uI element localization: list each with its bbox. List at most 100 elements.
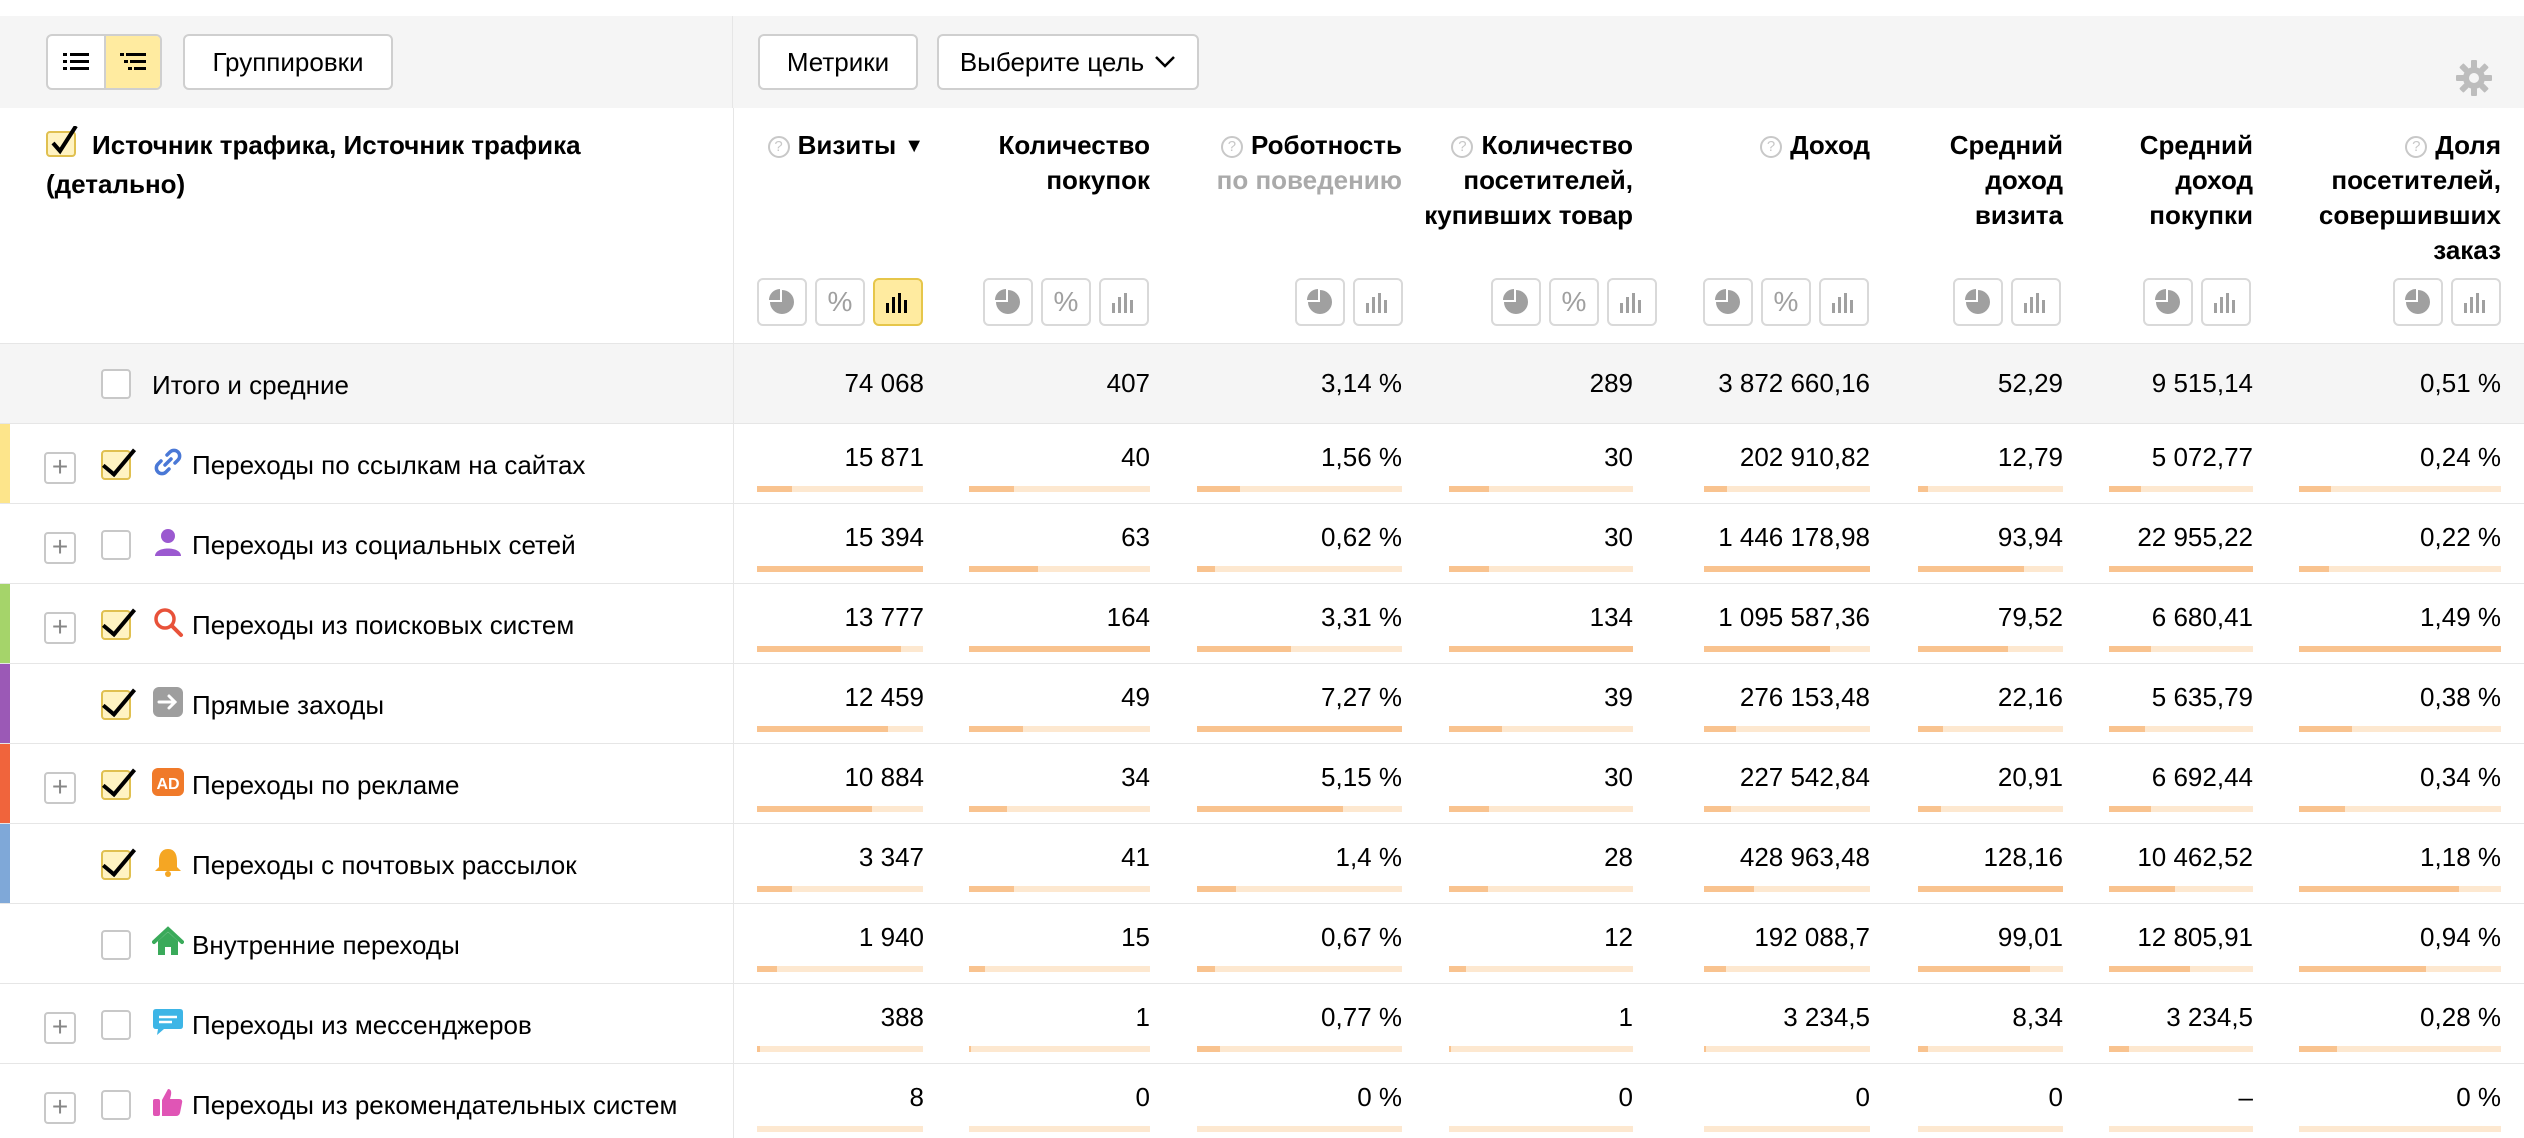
row-checkbox[interactable]: [101, 930, 131, 960]
total-value: 52,29: [1997, 368, 2063, 398]
metrics-button[interactable]: Метрики: [758, 34, 918, 90]
bar-chart-icon[interactable]: [873, 278, 923, 326]
goal-select[interactable]: Выберите цель: [937, 34, 1199, 90]
table-row[interactable]: + Переходы из социальных сетей 15 394 63 0,6…: [0, 504, 2524, 584]
tree-view-button[interactable]: [103, 36, 160, 88]
cell-bar-fill: [1449, 486, 1490, 492]
row-label[interactable]: Переходы по рекламе: [192, 770, 460, 800]
column-title: Количество покупок: [998, 130, 1150, 195]
row-label[interactable]: Переходы из социальных сетей: [192, 530, 576, 560]
pie-chart-icon[interactable]: [2393, 278, 2443, 326]
cell-bar-fill: [2299, 646, 2501, 652]
cell-value: –: [2238, 1082, 2253, 1112]
percent-icon[interactable]: %: [1761, 278, 1811, 326]
row-label[interactable]: Прямые заходы: [192, 690, 385, 720]
row-checkbox[interactable]: [101, 1010, 131, 1040]
table-row[interactable]: Внутренние переходы 1 940 15 0,67 % 12 192 08…: [0, 904, 2524, 984]
row-checkbox[interactable]: [101, 610, 131, 640]
bar-chart-icon[interactable]: [1353, 278, 1403, 326]
table-row[interactable]: + Переходы из рекомендательных систем 8 0 0 …: [0, 1064, 2524, 1138]
column-header-3[interactable]: ? Количество посетителей, купивших товар: [1413, 128, 1633, 233]
pie-chart-icon[interactable]: [1491, 278, 1541, 326]
cell-bar: [969, 966, 1150, 972]
list-view-button[interactable]: [48, 36, 104, 88]
percent-icon[interactable]: %: [1549, 278, 1599, 326]
cell-bar: [1197, 966, 1402, 972]
help-icon[interactable]: ?: [1220, 136, 1243, 158]
expand-icon[interactable]: +: [44, 612, 76, 644]
expand-icon[interactable]: +: [44, 772, 76, 804]
toolbar-left: Группировки: [0, 16, 733, 108]
help-icon[interactable]: ?: [1451, 136, 1474, 158]
bar-chart-icon[interactable]: [2011, 278, 2061, 326]
cell-bar: [2299, 1046, 2501, 1052]
percent-icon[interactable]: %: [1041, 278, 1091, 326]
cell-bar: [1918, 1046, 2063, 1052]
cell-bar: [1918, 486, 2063, 492]
bar-chart-icon[interactable]: [1607, 278, 1657, 326]
column-header-5[interactable]: Средний доход визита: [1903, 128, 2063, 233]
table-row[interactable]: Прямые заходы 12 459 49 7,27 % 39 276 153,48 2…: [0, 664, 2524, 744]
sort-desc-icon[interactable]: ▼: [904, 135, 924, 157]
expand-icon[interactable]: +: [44, 452, 76, 484]
cell-bar-fill: [969, 966, 986, 972]
row-checkbox[interactable]: [101, 770, 131, 800]
pie-chart-icon[interactable]: [1295, 278, 1345, 326]
pie-chart-icon[interactable]: [983, 278, 1033, 326]
table-row[interactable]: + Переходы из поисковых систем 13 777 164 3,…: [0, 584, 2524, 664]
row-checkbox[interactable]: [101, 530, 131, 560]
chevron-down-icon: [1155, 56, 1176, 68]
row-checkbox[interactable]: [101, 450, 131, 480]
bar-chart-icon[interactable]: [2451, 278, 2501, 326]
row-checkbox[interactable]: [101, 690, 131, 720]
pie-chart-icon[interactable]: [1703, 278, 1753, 326]
cell-bar: [2299, 886, 2501, 892]
expand-icon[interactable]: +: [44, 1012, 76, 1044]
column-header-2[interactable]: ? Роботность по поведению: [1172, 128, 1402, 198]
total-row: Итого и средние 74 068 407 3,14 % 289 3 872 …: [0, 344, 2524, 424]
help-icon[interactable]: ?: [2405, 136, 2428, 158]
column-title: Количество посетителей, купивших товар: [1424, 130, 1633, 230]
groupings-button[interactable]: Группировки: [183, 34, 393, 90]
percent-icon[interactable]: %: [815, 278, 865, 326]
bar-chart-icon[interactable]: [1099, 278, 1149, 326]
row-label[interactable]: Переходы из поисковых систем: [192, 610, 575, 640]
cell-bar: [2299, 806, 2501, 812]
column-divider: [733, 824, 734, 903]
row-label[interactable]: Переходы с почтовых рассылок: [192, 850, 577, 880]
row-label[interactable]: Переходы из рекомендательных систем: [192, 1090, 678, 1120]
row-checkbox[interactable]: [101, 850, 131, 880]
row-label[interactable]: Переходы из мессенджеров: [192, 1010, 532, 1040]
column-header-7[interactable]: ? Доля посетителей, совершивших заказ: [2301, 128, 2501, 268]
cell-value: 79,52: [1997, 602, 2063, 632]
column-header-0[interactable]: ? Визиты ▼: [734, 128, 924, 164]
help-icon[interactable]: ?: [1760, 136, 1783, 158]
cell-bar: [1449, 1046, 1633, 1052]
column-header-6[interactable]: Средний доход покупки: [2093, 128, 2253, 233]
row-checkbox[interactable]: [101, 1090, 131, 1120]
column-header-4[interactable]: ? Доход: [1670, 128, 1870, 163]
gear-icon[interactable]: [2456, 60, 2492, 96]
cell-bar: [2109, 1046, 2253, 1052]
table-row[interactable]: + Переходы по ссылкам на сайтах 15 871 40 1,…: [0, 424, 2524, 504]
bar-chart-icon[interactable]: [1819, 278, 1869, 326]
row-label[interactable]: Переходы по ссылкам на сайтах: [192, 450, 586, 480]
total-checkbox[interactable]: [101, 369, 131, 399]
column-header-1[interactable]: Количество покупок: [970, 128, 1150, 198]
table-row[interactable]: + Переходы из мессенджеров 388 1 0,77 % 1 3 23…: [0, 984, 2524, 1064]
pie-chart-icon[interactable]: [757, 278, 807, 326]
dimension-title[interactable]: Источник трафика, Источник трафика (дета…: [46, 124, 696, 202]
expand-icon[interactable]: +: [44, 1092, 76, 1124]
cell-bar: [2109, 886, 2253, 892]
table-row[interactable]: Переходы с почтовых рассылок 3 347 41 1,4 %…: [0, 824, 2524, 904]
select-all-checkbox[interactable]: [46, 124, 80, 167]
bar-chart-icon[interactable]: [2201, 278, 2251, 326]
table-row[interactable]: + AD Переходы по рекламе 10 884 34 5,15 % 30 22…: [0, 744, 2524, 824]
pie-chart-icon[interactable]: [1953, 278, 2003, 326]
cell-value: 388: [880, 1002, 924, 1032]
pie-chart-icon[interactable]: [2143, 278, 2193, 326]
row-label[interactable]: Внутренние переходы: [192, 930, 460, 960]
cell-bar-fill: [969, 886, 1015, 892]
expand-icon[interactable]: +: [44, 532, 76, 564]
help-icon[interactable]: ?: [767, 136, 790, 158]
